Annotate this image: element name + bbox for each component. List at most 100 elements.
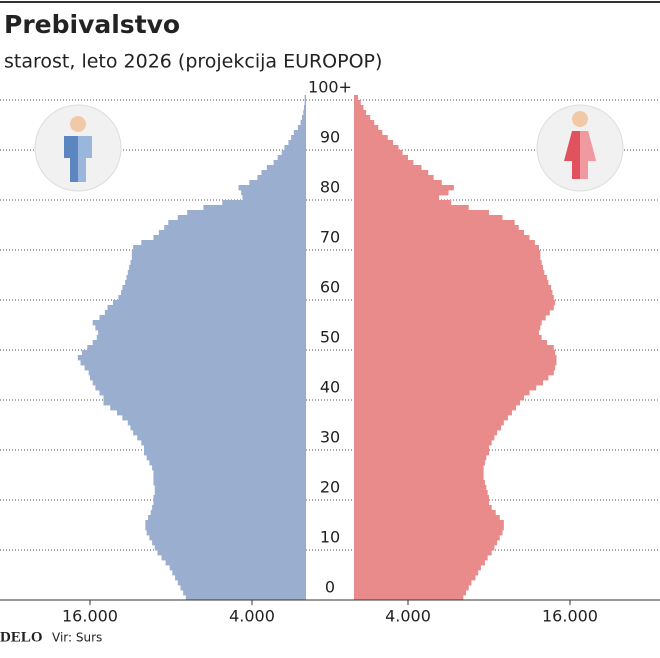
- bar: [354, 180, 442, 186]
- bar: [153, 495, 306, 501]
- bar: [354, 215, 503, 221]
- bar: [87, 345, 306, 351]
- bar: [122, 415, 307, 421]
- bar: [112, 300, 306, 306]
- bar: [354, 590, 467, 596]
- bar: [127, 420, 306, 426]
- bar: [354, 140, 394, 146]
- bar: [354, 205, 469, 211]
- bar: [354, 135, 388, 141]
- labels: 0 10 20 30 40 50 60 70 80 90 100+ 4.000 4.000 16.000 1…: [62, 78, 598, 626]
- bar: [354, 390, 530, 396]
- bar: [354, 240, 535, 246]
- bar: [249, 180, 306, 186]
- female-icon: [536, 104, 624, 192]
- bar: [354, 445, 489, 451]
- bar: [354, 165, 422, 171]
- bar: [144, 445, 306, 451]
- y-tick-label: 80: [320, 178, 340, 197]
- chart-title: Prebivalstvo: [4, 10, 180, 39]
- bar: [300, 120, 306, 126]
- y-tick-label: 50: [320, 328, 340, 347]
- bar: [146, 530, 306, 536]
- bar: [241, 190, 306, 196]
- bar: [354, 255, 541, 261]
- bar: [301, 115, 306, 121]
- bar: [242, 195, 306, 201]
- bar: [81, 350, 307, 356]
- bar: [104, 310, 306, 316]
- bar: [103, 395, 306, 401]
- bar: [293, 130, 306, 136]
- bar: [84, 365, 306, 371]
- bar: [354, 490, 488, 496]
- bar: [95, 325, 307, 331]
- bar: [354, 455, 487, 461]
- y-tick-label: 0: [325, 578, 335, 597]
- bar: [154, 485, 306, 491]
- bar: [141, 440, 306, 446]
- bar: [161, 555, 306, 561]
- bar: [354, 320, 542, 326]
- bar: [354, 530, 503, 536]
- bar: [303, 110, 306, 116]
- bar: [354, 405, 516, 411]
- bar: [354, 535, 500, 541]
- y-tick-label: 90: [320, 128, 340, 147]
- bar: [92, 320, 306, 326]
- bar: [354, 225, 519, 231]
- bar: [354, 170, 429, 176]
- bar: [277, 155, 306, 161]
- bar: [98, 330, 306, 336]
- x-tick-label: 16.000: [542, 607, 598, 626]
- bar: [88, 370, 307, 376]
- y-tick-label: 20: [320, 478, 340, 497]
- bar: [354, 350, 556, 356]
- bar: [354, 175, 434, 181]
- bar: [148, 515, 306, 521]
- bar: [354, 575, 476, 581]
- bar: [354, 585, 469, 591]
- bar: [172, 570, 306, 576]
- bar: [137, 435, 306, 441]
- x-tick-label: 4.000: [229, 607, 275, 626]
- bar: [354, 540, 498, 546]
- bar: [141, 240, 306, 246]
- bar: [288, 140, 306, 146]
- bar: [146, 455, 306, 461]
- bar: [354, 410, 512, 416]
- bar: [354, 500, 489, 506]
- bar: [354, 505, 492, 511]
- bar: [153, 470, 306, 476]
- bar: [273, 160, 306, 166]
- bar: [354, 190, 449, 196]
- bar: [154, 490, 306, 496]
- y-tick-label: 100+: [308, 78, 352, 97]
- bar: [354, 105, 364, 111]
- bar: [354, 120, 375, 126]
- bar: [133, 245, 306, 251]
- bar: [354, 235, 530, 241]
- bars: [77, 95, 557, 601]
- bar: [354, 435, 495, 441]
- bar: [80, 360, 306, 366]
- bar: [354, 475, 484, 481]
- bar: [354, 385, 537, 391]
- bar: [129, 265, 306, 271]
- bar: [354, 150, 403, 156]
- bar: [354, 200, 452, 206]
- bar: [354, 560, 485, 566]
- logo: DELO: [0, 629, 43, 645]
- bar: [354, 155, 408, 161]
- bar: [354, 420, 504, 426]
- bar: [149, 460, 306, 466]
- bar: [354, 565, 481, 571]
- bar: [354, 545, 495, 551]
- bar: [145, 520, 306, 526]
- bar: [354, 440, 492, 446]
- bar: [164, 225, 306, 231]
- bar: [354, 430, 498, 436]
- bar: [149, 535, 306, 541]
- bar: [177, 215, 306, 221]
- bar: [131, 255, 306, 261]
